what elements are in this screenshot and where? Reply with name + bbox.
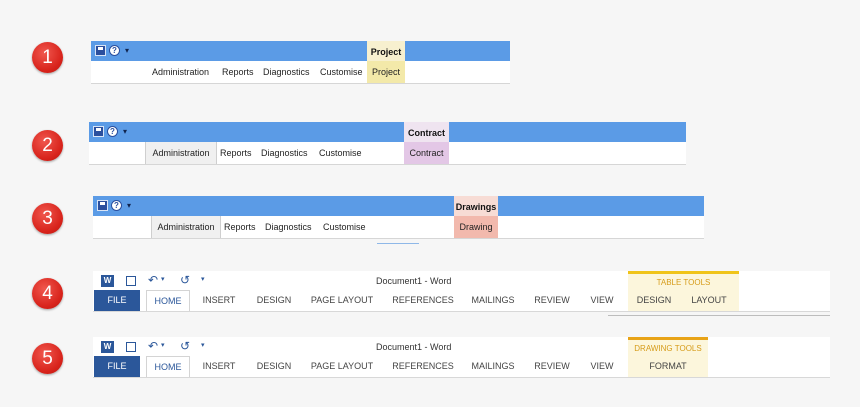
context-header-drawing-tools: DRAWING TOOLS xyxy=(634,344,702,353)
title-bar xyxy=(89,122,686,142)
tab-view[interactable]: VIEW xyxy=(590,361,614,371)
save-icon[interactable] xyxy=(97,200,108,211)
tab-project[interactable]: Project xyxy=(367,61,405,83)
tab-page-layout[interactable]: PAGE LAYOUT xyxy=(310,295,374,305)
tab-insert[interactable]: INSERT xyxy=(202,361,236,371)
help-icon[interactable]: ? xyxy=(111,200,122,211)
redo-icon[interactable]: ↺ xyxy=(180,273,191,287)
tab-view[interactable]: VIEW xyxy=(590,295,614,305)
undo-icon[interactable]: ↶ xyxy=(148,339,159,353)
help-icon[interactable]: ? xyxy=(107,126,118,137)
table-tools-group: TABLE TOOLS xyxy=(628,271,739,311)
undo-dropdown-icon[interactable]: ▾ xyxy=(161,276,165,283)
redo-icon[interactable]: ↺ xyxy=(180,339,191,353)
window-title: Document1 - Word xyxy=(376,276,452,286)
step-number-5: 5 xyxy=(32,343,63,374)
tab-references[interactable]: REFERENCES xyxy=(392,361,454,371)
divider xyxy=(93,311,830,312)
tab-table-layout[interactable]: LAYOUT xyxy=(691,295,727,305)
tab-file[interactable]: FILE xyxy=(94,356,140,377)
drawing-tools-group: DRAWING TOOLS xyxy=(628,337,708,377)
customize-dropdown-icon[interactable]: ▾ xyxy=(201,276,205,283)
tab-diagnostics[interactable]: Diagnostics xyxy=(261,148,308,158)
tab-reports[interactable]: Reports xyxy=(224,222,256,232)
divider xyxy=(91,83,510,84)
tab-administration[interactable]: Administration xyxy=(152,67,210,77)
tab-file[interactable]: FILE xyxy=(94,290,140,311)
tab-reports[interactable]: Reports xyxy=(220,148,252,158)
tab-administration[interactable]: Administration xyxy=(151,216,221,238)
divider xyxy=(93,377,830,378)
customize-dropdown-icon[interactable]: ▾ xyxy=(123,127,128,136)
context-header-drawings: Drawings xyxy=(454,196,498,216)
context-header-project: Project xyxy=(367,41,405,61)
tab-customise[interactable]: Customise xyxy=(320,67,363,77)
scroll-indicator xyxy=(608,315,830,316)
save-icon[interactable] xyxy=(95,45,106,56)
tab-strip xyxy=(91,61,510,83)
tab-review[interactable]: REVIEW xyxy=(534,361,570,371)
customize-dropdown-icon[interactable]: ▾ xyxy=(127,201,132,210)
tab-drawing[interactable]: Drawing xyxy=(454,216,498,238)
divider xyxy=(89,164,686,165)
save-icon[interactable] xyxy=(126,276,136,286)
word-app-icon: W xyxy=(101,341,114,353)
tab-customise[interactable]: Customise xyxy=(323,222,366,232)
ribbon-drawings: ? ▾ Administration Reports Diagnostics C… xyxy=(93,196,704,244)
tab-design[interactable]: DESIGN xyxy=(256,295,292,305)
help-icon[interactable]: ? xyxy=(109,45,120,56)
divider xyxy=(93,238,704,239)
customize-dropdown-icon[interactable]: ▾ xyxy=(125,46,130,55)
save-icon[interactable] xyxy=(93,126,104,137)
tab-strip xyxy=(93,216,704,238)
tab-administration[interactable]: Administration xyxy=(145,142,217,164)
tab-diagnostics[interactable]: Diagnostics xyxy=(263,67,310,77)
tab-table-design[interactable]: DESIGN xyxy=(636,295,672,305)
tab-design[interactable]: DESIGN xyxy=(256,361,292,371)
tab-references[interactable]: REFERENCES xyxy=(392,295,454,305)
scroll-indicator xyxy=(377,243,419,244)
tab-drawing-format[interactable]: FORMAT xyxy=(649,361,687,371)
title-bar xyxy=(91,41,510,61)
undo-icon[interactable]: ↶ xyxy=(148,273,159,287)
tab-customise[interactable]: Customise xyxy=(319,148,362,158)
step-number-1: 1 xyxy=(32,42,63,73)
word-ribbon-drawing-tools: DRAWING TOOLS W ↶ ▾ ↺ ▾ Document1 - Word… xyxy=(93,337,830,381)
customize-dropdown-icon[interactable]: ▾ xyxy=(201,342,205,349)
step-number-4: 4 xyxy=(32,278,63,309)
step-number-2: 2 xyxy=(32,130,63,161)
tab-mailings[interactable]: MAILINGS xyxy=(471,295,515,305)
tab-mailings[interactable]: MAILINGS xyxy=(471,361,515,371)
undo-dropdown-icon[interactable]: ▾ xyxy=(161,342,165,349)
window-title: Document1 - Word xyxy=(376,342,452,352)
tab-home[interactable]: HOME xyxy=(146,290,190,311)
tab-reports[interactable]: Reports xyxy=(222,67,254,77)
title-bar xyxy=(93,196,704,216)
context-header-contract: Contract xyxy=(404,122,449,142)
tab-contract[interactable]: Contract xyxy=(404,142,449,164)
word-app-icon: W xyxy=(101,275,114,287)
tab-page-layout[interactable]: PAGE LAYOUT xyxy=(310,361,374,371)
ribbon-contract: ? ▾ Administration Reports Diagnostics C… xyxy=(89,122,686,168)
word-ribbon-table-tools: TABLE TOOLS W ↶ ▾ ↺ ▾ Document1 - Word F… xyxy=(93,271,830,317)
tab-diagnostics[interactable]: Diagnostics xyxy=(265,222,312,232)
step-number-3: 3 xyxy=(32,203,63,234)
tab-home[interactable]: HOME xyxy=(146,356,190,377)
tab-review[interactable]: REVIEW xyxy=(534,295,570,305)
tab-insert[interactable]: INSERT xyxy=(202,295,236,305)
save-icon[interactable] xyxy=(126,342,136,352)
tab-strip xyxy=(89,142,686,164)
ribbon-project: ? ▾ Administration Reports Diagnostics C… xyxy=(91,41,510,87)
context-header-table-tools: TABLE TOOLS xyxy=(656,278,711,287)
